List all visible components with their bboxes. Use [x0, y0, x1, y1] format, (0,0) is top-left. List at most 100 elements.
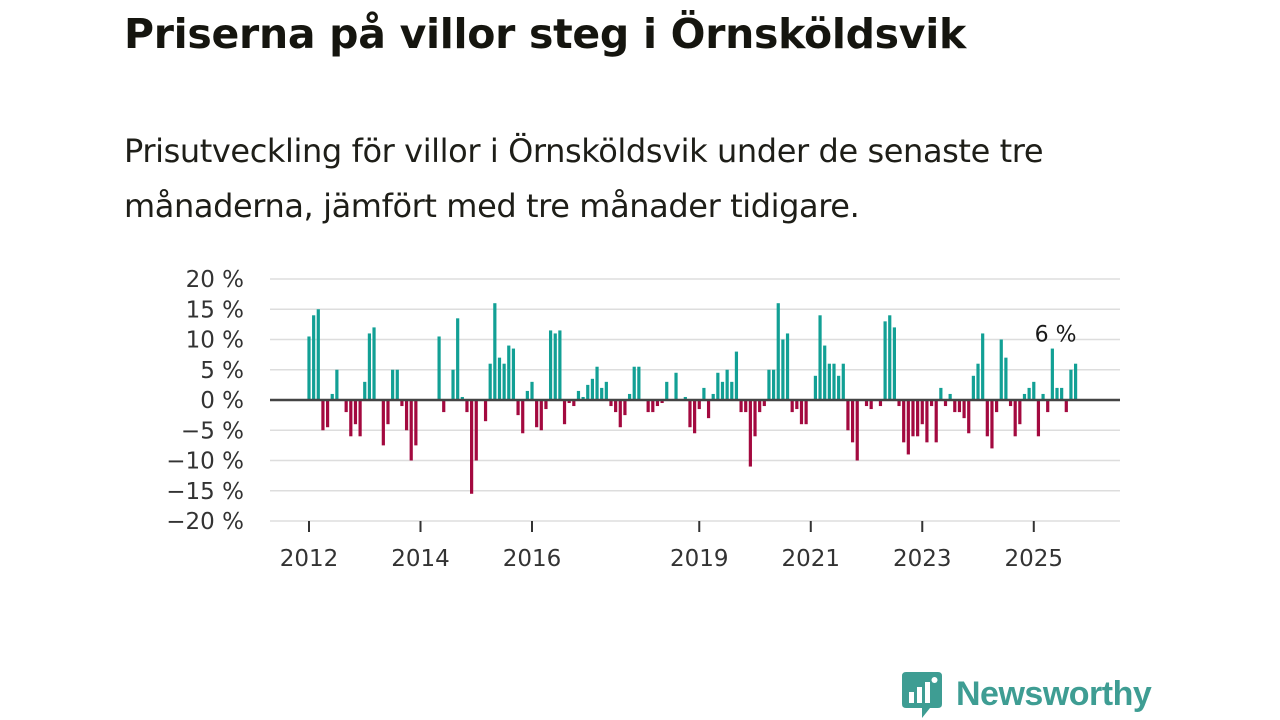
bar [976, 363, 980, 400]
y-tick-label: −15 % [166, 479, 244, 505]
y-tick-label: 5 % [200, 358, 244, 384]
bar [497, 357, 502, 400]
bar [697, 400, 701, 410]
bar [772, 369, 776, 400]
bar-series [307, 303, 1078, 494]
y-tick-label: 10 % [186, 328, 244, 354]
bar [312, 315, 316, 400]
bar-chart: 20 % 15 % 10 % 5 % 0 % −5 % −10 % −15 % −20 % 20… [166, 267, 1120, 572]
bar [934, 400, 938, 443]
bar [702, 387, 706, 400]
bar [618, 400, 622, 428]
bar [349, 400, 353, 437]
bar [442, 400, 446, 413]
bar [878, 400, 883, 407]
bar [581, 396, 585, 400]
bar [451, 369, 455, 400]
bar [739, 400, 743, 413]
bar [586, 384, 590, 401]
x-axis: 2012 2014 2016 2019 2021 2023 2025 [280, 521, 1063, 572]
annotations: 6 % [1035, 323, 1077, 348]
bar [943, 400, 948, 407]
bar [693, 400, 697, 434]
bar [572, 400, 576, 407]
bar [1069, 369, 1073, 400]
bar [920, 400, 924, 425]
bar [553, 333, 557, 400]
bar [906, 400, 910, 455]
bar [841, 363, 845, 400]
bar [781, 339, 785, 400]
bar [1060, 387, 1064, 400]
bar [813, 375, 818, 400]
bar [437, 336, 441, 400]
bar [409, 400, 413, 461]
bar [456, 318, 460, 400]
bar [1055, 387, 1059, 400]
bar [632, 366, 636, 400]
bar [744, 400, 748, 413]
bar [567, 400, 571, 404]
bar [307, 336, 311, 400]
bar [855, 400, 859, 461]
bar [911, 400, 915, 437]
bar [929, 400, 934, 407]
y-axis-ticks: 20 % 15 % 10 % 5 % 0 % −5 % −10 % −15 % −20 % [166, 267, 244, 535]
bar [460, 396, 464, 400]
bar [363, 381, 367, 400]
bar [990, 400, 994, 449]
bar [465, 400, 469, 413]
bar [981, 333, 985, 400]
bar [674, 372, 678, 400]
bar [804, 400, 808, 425]
bar [1046, 400, 1050, 413]
bar [590, 378, 595, 400]
bar [483, 400, 488, 422]
bar [521, 400, 525, 434]
bar [925, 400, 929, 443]
newsworthy-logo-text: Newsworthy [956, 674, 1152, 713]
bar [846, 400, 850, 431]
bar [869, 400, 873, 410]
bar [916, 400, 920, 437]
bar [832, 363, 836, 400]
bar [530, 381, 534, 400]
bar [902, 400, 906, 443]
bar [790, 400, 794, 413]
bar [623, 400, 627, 416]
bar [614, 400, 618, 413]
bar [888, 315, 892, 400]
bar [493, 303, 497, 400]
bar [395, 369, 399, 400]
bar [562, 400, 567, 425]
bar [404, 400, 409, 431]
bar [1032, 381, 1036, 400]
bar [1004, 357, 1008, 400]
x-tick-label: 2021 [781, 546, 840, 572]
bar [1064, 400, 1068, 413]
bar [600, 387, 604, 400]
bar [837, 375, 841, 400]
bar [470, 400, 474, 494]
bar [892, 327, 896, 400]
x-tick-label: 2025 [1005, 546, 1064, 572]
bar [386, 400, 390, 425]
bar [1013, 400, 1017, 437]
bar [730, 381, 734, 400]
bar [850, 400, 855, 443]
bar [391, 369, 395, 400]
bar [939, 387, 943, 400]
newsworthy-logo: Newsworthy [900, 668, 1152, 720]
y-tick-label: −10 % [166, 449, 244, 475]
x-tick-label: 2012 [280, 546, 339, 572]
bar [962, 400, 966, 419]
bar [502, 363, 506, 400]
newsworthy-icon [902, 672, 942, 718]
x-tick-label: 2019 [670, 546, 729, 572]
bar [957, 400, 962, 413]
bar [525, 390, 529, 400]
bar [706, 400, 711, 419]
bar [897, 400, 901, 407]
bar [818, 315, 822, 400]
bar [344, 400, 348, 413]
